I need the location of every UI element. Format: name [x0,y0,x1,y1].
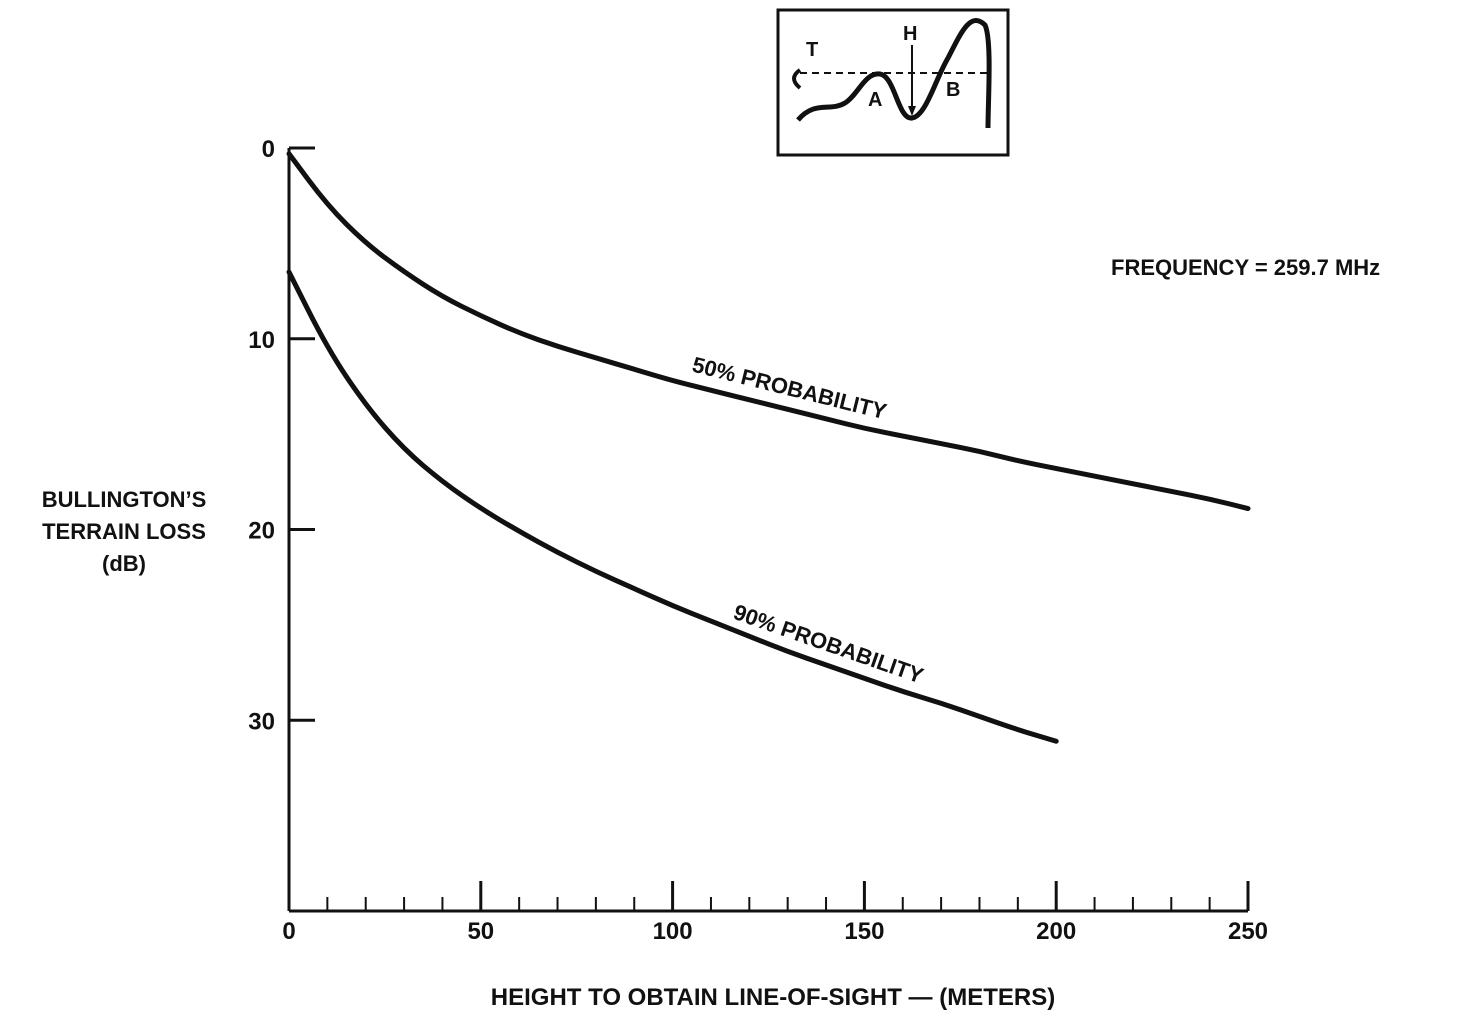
inset-label-a: A [868,89,882,111]
inset-label-t: T [806,39,818,61]
y-tick-label: 0 [262,136,275,163]
inset-frame [776,8,1010,157]
series-label: 50% PROBABILITY [690,352,890,424]
terrain-inset-diagram: T H A B [776,8,1010,157]
x-tick-label: 100 [653,918,693,945]
x-tick-label: 200 [1036,918,1076,945]
y-axis-label-line: BULLINGTON’S [41,487,207,512]
series-line [286,269,1059,744]
y-tick-label: 30 [248,708,275,735]
x-axis-label: HEIGHT TO OBTAIN LINE-OF-SIGHT — (METERS… [490,984,1056,1011]
series-label: 90% PROBABILITY [730,599,927,688]
y-tick-label: 10 [248,327,275,354]
y-axis-label-line: (dB) [102,551,146,576]
axes: 0 10 20 30 0 50 100 150 200 250 [248,136,1268,945]
x-tick-label: 150 [844,918,884,945]
inset-label-b: B [946,79,960,101]
transmitter-antenna-icon [792,68,802,90]
series-line [286,151,1251,512]
series-layer: 50% PROBABILITY 90% PROBABILITY [286,151,1251,744]
terrain-profile [796,18,992,129]
x-tick-label: 0 [282,918,295,945]
frequency-annotation: FREQUENCY = 259.7 MHz [1111,255,1381,280]
inset-label-h: H [903,23,917,45]
y-tick-label: 20 [248,518,275,545]
x-tick-label: 50 [467,918,494,945]
y-axis-label-line: TERRAIN LOSS [42,519,206,544]
y-axis-label: BULLINGTON’S TERRAIN LOSS (dB) [14,484,234,580]
x-tick-label: 250 [1228,918,1268,945]
height-arrow-head-icon [908,106,916,116]
